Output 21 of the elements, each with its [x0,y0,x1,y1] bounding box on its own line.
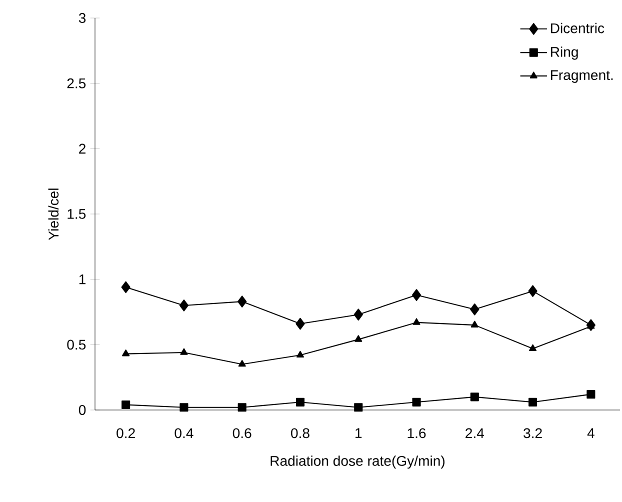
y-tick-label: 1.5 [68,209,86,219]
y-tick-label: 0 [78,405,86,415]
legend-label: Ring [551,46,578,60]
y-tick-label: 2 [79,144,86,154]
y-tick-label: 0.5 [67,340,86,350]
y-tick-label: 2.5 [67,78,86,88]
x-tick-label: 0.8 [291,428,310,438]
x-tick-label: 3.2 [524,428,542,438]
x-tick-label: 0.6 [232,428,252,438]
x-tick-label: 2.4 [466,428,484,438]
x-tick-label: 0.4 [174,428,194,438]
x-axis-title: Radiation dose rate(Gy/min) [270,456,444,469]
y-tick-label: 3 [78,13,86,23]
x-tick-label: 1.6 [408,428,426,438]
y-axis-title: Yield/cel [48,188,59,240]
x-tick-label: 4 [587,428,594,438]
x-tick-label: 0.2 [116,428,135,438]
y-tick-label: 1 [79,274,86,284]
legend-label: Dicentric [551,22,604,34]
x-tick-label: 1 [356,428,362,438]
legend-label: Fragment. [551,70,613,83]
